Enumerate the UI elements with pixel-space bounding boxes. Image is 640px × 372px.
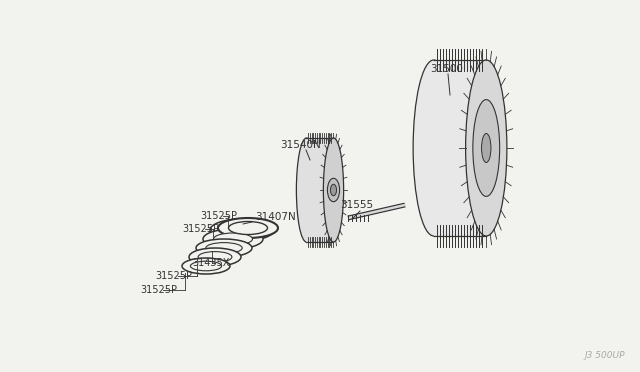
Polygon shape <box>307 138 333 242</box>
Ellipse shape <box>196 239 252 257</box>
Ellipse shape <box>218 218 278 238</box>
Ellipse shape <box>191 261 221 271</box>
Text: 31525P: 31525P <box>200 211 237 221</box>
Ellipse shape <box>296 138 317 242</box>
Ellipse shape <box>473 100 500 196</box>
Text: 31525P: 31525P <box>182 224 219 234</box>
Ellipse shape <box>481 134 491 163</box>
Ellipse shape <box>182 258 230 274</box>
Ellipse shape <box>189 248 241 266</box>
Ellipse shape <box>198 251 232 262</box>
Text: 31407N: 31407N <box>255 212 296 222</box>
Text: J3 500UP: J3 500UP <box>584 351 625 360</box>
Ellipse shape <box>413 60 454 236</box>
Ellipse shape <box>323 138 344 242</box>
Polygon shape <box>434 60 486 236</box>
Ellipse shape <box>206 243 242 253</box>
Ellipse shape <box>221 224 263 237</box>
Text: 31435X: 31435X <box>192 258 229 268</box>
Text: 31525P: 31525P <box>155 271 192 281</box>
Ellipse shape <box>330 184 337 196</box>
Ellipse shape <box>210 219 274 241</box>
Text: 31525P: 31525P <box>140 285 177 295</box>
Text: 31500: 31500 <box>430 64 463 74</box>
Text: 31540N: 31540N <box>280 140 321 150</box>
Ellipse shape <box>328 178 340 202</box>
Ellipse shape <box>203 229 263 249</box>
Ellipse shape <box>214 233 253 245</box>
Ellipse shape <box>228 221 268 234</box>
Ellipse shape <box>466 60 507 236</box>
Text: 31555: 31555 <box>340 200 373 210</box>
